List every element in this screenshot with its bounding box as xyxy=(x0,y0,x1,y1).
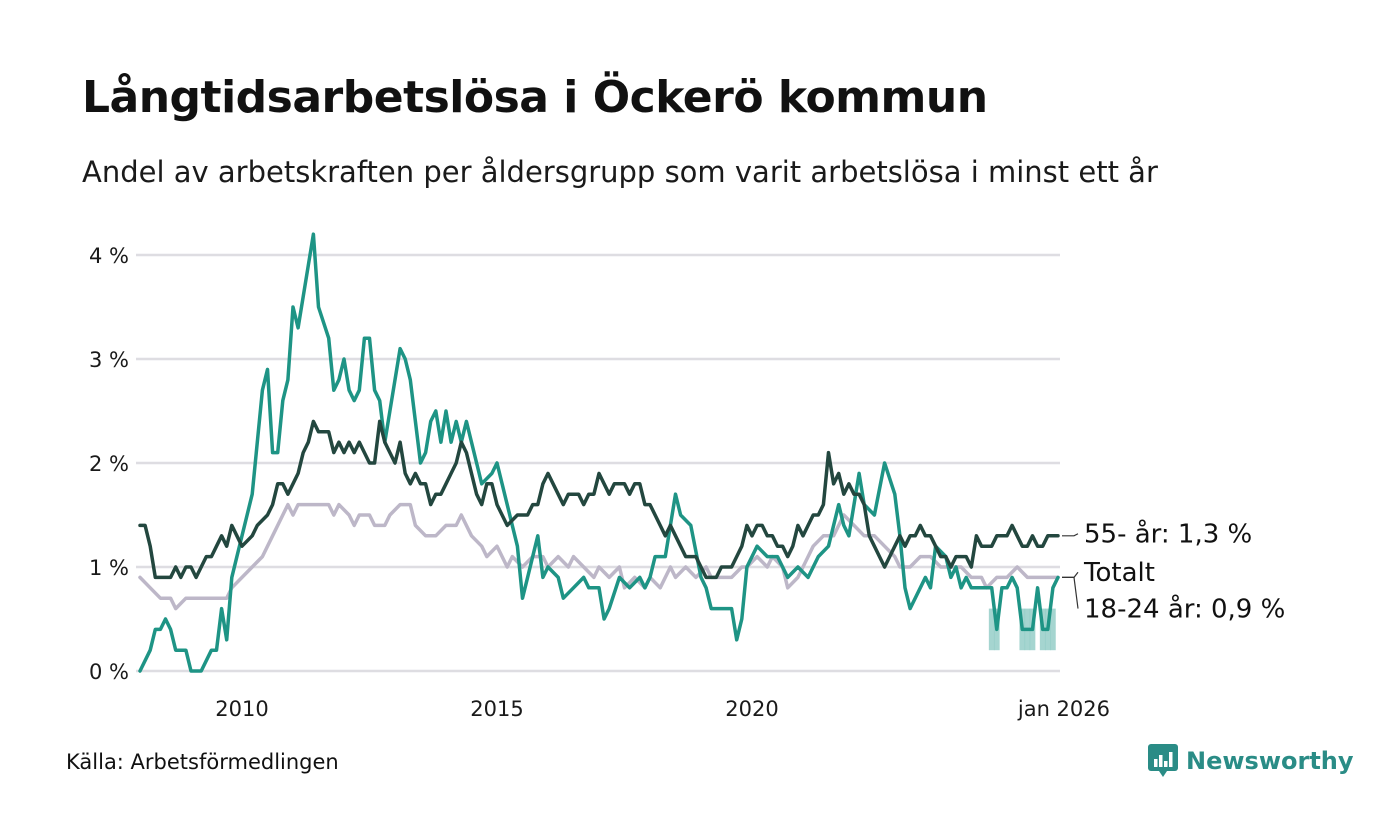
series-line-totalt xyxy=(138,502,1060,611)
y-tick-label: 2 % xyxy=(89,452,129,476)
leader-line xyxy=(1062,576,1079,609)
source-note: Källa: Arbetsförmedlingen xyxy=(66,750,339,774)
leader-line xyxy=(1062,571,1079,579)
x-tick-label: 2010 xyxy=(215,697,268,721)
brand-name: Newsworthy xyxy=(1186,747,1354,775)
y-tick-label: 4 % xyxy=(89,244,129,268)
end-labels: 55- år: 1,3 % Totalt 18-24 år: 0,9 % xyxy=(1062,519,1285,625)
series-line-18-24-r xyxy=(138,232,1060,673)
band-segment xyxy=(988,608,995,651)
series-line-55-r xyxy=(138,419,1060,580)
band-segment xyxy=(1050,608,1056,651)
chart-title: Långtidsarbetslösa i Öckerö kommun xyxy=(82,72,988,123)
axis-labels: 0 % 1 % 2 % 3 % 4 % 2010 2015 2020 jan 2026 xyxy=(89,244,1110,721)
x-tick-label: jan 2026 xyxy=(1017,697,1110,721)
x-tick-label: 2015 xyxy=(470,697,523,721)
newsworthy-logo-icon xyxy=(1148,744,1178,777)
end-label: 55- år: 1,3 % xyxy=(1084,519,1252,550)
end-label: Totalt xyxy=(1083,558,1155,588)
y-tick-label: 0 % xyxy=(89,660,129,684)
brand[interactable]: Newsworthy xyxy=(1148,744,1354,778)
y-tick-label: 3 % xyxy=(89,348,129,372)
x-tick-label: 2020 xyxy=(725,697,778,721)
leader-line xyxy=(1062,533,1079,537)
end-label: 18-24 år: 0,9 % xyxy=(1084,594,1285,625)
series-lines xyxy=(138,232,1060,673)
gridlines xyxy=(136,253,1060,673)
chart-subtitle: Andel av arbetskraften per åldersgrupp s… xyxy=(82,155,1158,189)
y-tick-label: 1 % xyxy=(89,556,129,580)
